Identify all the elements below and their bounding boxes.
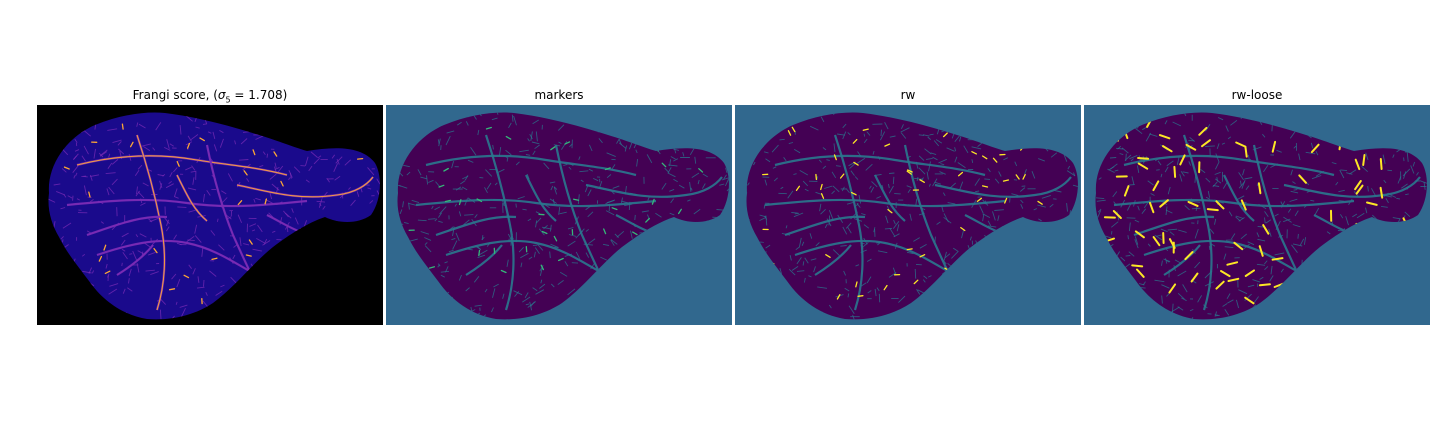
panel-title-frangi: Frangi score, (σ5 = 1.708) — [37, 85, 383, 105]
tissue-region — [48, 112, 380, 320]
rw-loose-image-canvas — [1084, 105, 1430, 325]
title-sigma: σ — [217, 88, 226, 102]
markers-image — [386, 105, 732, 325]
rw-loose-image — [1084, 105, 1430, 325]
panel-title-rw-loose: rw-loose — [1231, 88, 1283, 102]
markers-image-canvas — [386, 105, 732, 325]
panel-title-markers: markers — [534, 88, 584, 102]
vessel-network — [1095, 112, 1427, 320]
panel-markers: markers — [386, 85, 732, 326]
panel-rw-loose: rw-loose — [1084, 85, 1430, 326]
tissue-region — [746, 112, 1078, 320]
rw-image — [735, 105, 1081, 325]
panel-title-rw: rw — [900, 88, 916, 102]
title-subscript: 5 — [225, 95, 231, 105]
title-prefix: Frangi score, ( — [132, 88, 218, 102]
tissue-region — [397, 112, 729, 320]
tissue-region — [1095, 112, 1427, 320]
panel-rw: rw — [735, 85, 1081, 326]
rw-image-canvas — [735, 105, 1081, 325]
panel-frangi-score: Frangi score, (σ5 = 1.708) — [37, 85, 383, 326]
title-suffix: = 1.708) — [230, 88, 288, 102]
frangi-image-canvas — [37, 105, 383, 325]
frangi-image — [37, 105, 383, 325]
